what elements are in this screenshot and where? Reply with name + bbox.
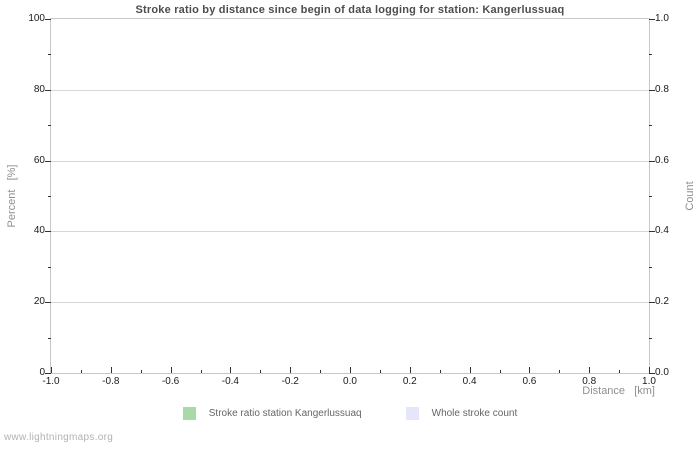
x-tick-label: 0.4 [462,376,477,387]
x-minor-tick [140,370,142,373]
watermark-url: www.lightningmaps.org [4,432,114,443]
y-left-minor-tick [48,196,51,197]
x-tick-label: 0.8 [582,376,597,387]
y-right-minor-tick [649,125,652,127]
y-right-tick-label: 0.4 [655,225,669,237]
y-left-tick-label: 100 [28,13,45,24]
x-minor-tick [320,370,322,373]
x-tick-label: -0.4 [221,376,239,387]
y-left-minor-tick [48,266,51,268]
gridline-horizontal [51,89,649,91]
y-left-minor-tick [48,125,51,127]
x-major-tick [469,367,471,373]
y-left-tick-label: 60 [33,154,45,166]
y-right-tick-label: 0.0 [655,367,669,378]
legend: Stroke ratio station Kangerlussuaq Whole … [0,407,700,420]
y-right-tick-label: 1.0 [655,13,669,24]
y-left-minor-tick [48,54,51,56]
x-major-tick [170,367,172,373]
y-left-tick-label: 20 [33,296,45,308]
x-minor-tick [439,370,441,373]
x-minor-tick [80,370,82,373]
y-left-tick-label: 0 [39,367,45,378]
plot-area [50,18,650,374]
x-major-tick [589,367,591,373]
x-major-tick [409,367,411,373]
y-left-major-tick [45,160,51,162]
x-tick-label: 0.0 [343,376,357,387]
y-right-tick-label: 0.8 [655,83,669,95]
y-right-minor-tick [649,196,652,197]
gridline-horizontal [51,231,649,233]
y-left-major-tick [45,302,51,304]
y-left-major-tick [45,19,51,20]
legend-item: Stroke ratio station Kangerlussuaq [182,407,362,420]
x-minor-tick [379,370,381,373]
x-tick-label: 1.0 [642,376,656,387]
x-major-tick [350,367,351,373]
y-left-tick-label: 40 [33,225,45,237]
y-left-major-tick [45,89,51,91]
gridline-horizontal [51,302,649,304]
x-tick-label: 0.6 [522,376,537,387]
y-right-major-tick [649,89,655,91]
y-right-minor-tick [649,54,652,56]
x-minor-tick [200,370,202,373]
legend-label: Stroke ratio station Kangerlussuaq [208,408,362,419]
x-tick-label: -0.6 [161,376,180,387]
y-left-minor-tick [48,337,51,339]
x-major-tick [290,367,292,373]
x-tick-label: -0.8 [102,376,120,387]
x-major-tick [529,367,531,373]
y-right-tick-label: 0.2 [655,296,669,308]
x-major-tick [230,367,232,373]
y-axis-left-label: Percent [%] [6,164,18,228]
y-right-major-tick [649,19,655,20]
y-right-minor-tick [649,266,652,268]
x-major-tick [51,367,52,373]
gridline-horizontal [51,160,649,162]
y-right-major-tick [649,231,655,233]
y-left-tick-label: 80 [33,83,45,95]
y-axis-right-label: Count [684,181,696,211]
chart-title: Stroke ratio by distance since begin of … [135,4,565,16]
x-tick-label: -0.2 [281,376,299,387]
legend-swatch [182,407,196,420]
legend-swatch [405,407,419,420]
x-major-tick [110,367,112,373]
y-left-major-tick [45,231,51,233]
x-major-tick [649,367,650,373]
y-right-major-tick [649,160,655,162]
y-right-tick-label: 0.6 [655,154,669,166]
x-tick-label: 0.2 [402,376,417,387]
x-tick-label: -1.0 [42,376,60,387]
x-minor-tick [499,370,501,373]
y-right-minor-tick [649,337,652,339]
x-axis-label: Distance [km] [582,385,655,397]
x-minor-tick [619,370,621,373]
x-minor-tick [260,370,262,373]
legend-label: Whole stroke count [431,408,518,419]
y-right-major-tick [649,302,655,304]
legend-item: Whole stroke count [405,407,518,420]
y-left-major-tick [45,373,51,374]
y-right-major-tick [649,373,655,374]
x-minor-tick [559,370,561,373]
